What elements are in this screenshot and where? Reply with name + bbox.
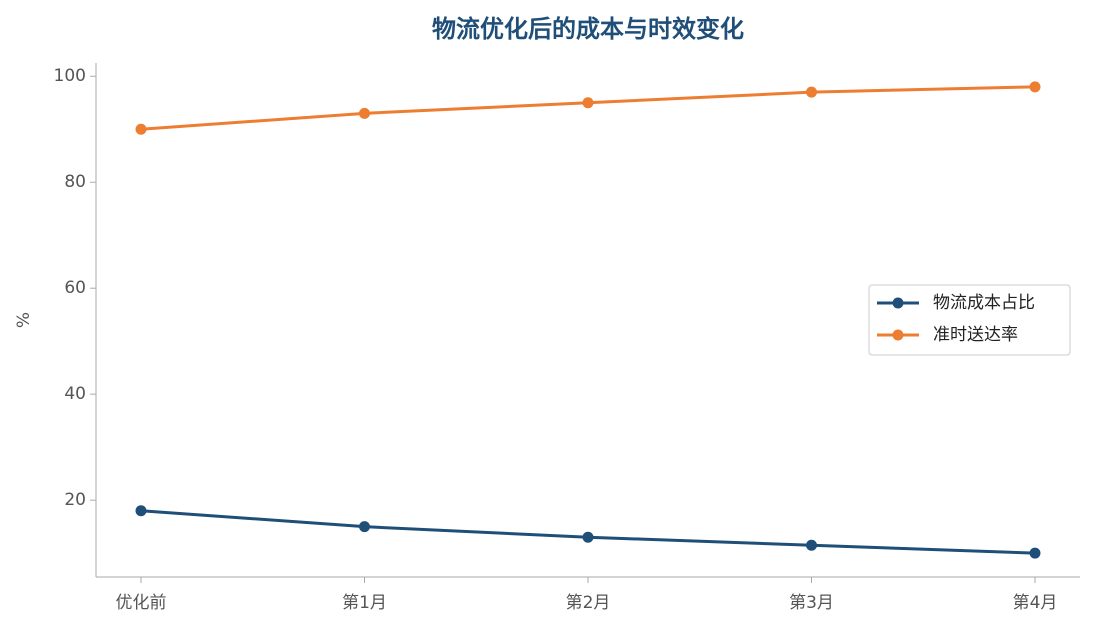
point (359, 521, 370, 533)
x-tick-label: 第2月 (566, 593, 611, 613)
legend-label: 准时送达率 (933, 325, 1018, 345)
y-tick-label: 20 (64, 490, 86, 510)
legend-label: 物流成本占比 (933, 293, 1035, 313)
point (1029, 547, 1041, 559)
x-tick-label: 第4月 (1013, 593, 1058, 613)
point (806, 86, 817, 98)
y-tick-label: 100 (54, 66, 86, 86)
point (135, 505, 147, 517)
y-axis-label: % (14, 312, 34, 328)
point (582, 531, 594, 543)
point (1029, 81, 1041, 93)
y-tick-label: 80 (64, 172, 86, 192)
y-tick-label: 60 (64, 278, 86, 298)
point (582, 97, 594, 109)
legend-marker (892, 297, 904, 309)
x-tick-label: 第1月 (342, 593, 387, 613)
point (135, 123, 147, 135)
chart-title: 物流优化后的成本与时效变化 (432, 15, 744, 43)
x-tick-label: 优化前 (116, 593, 167, 613)
point (359, 107, 370, 119)
legend-box (868, 284, 1071, 356)
y-tick-label: 40 (64, 384, 86, 404)
point (806, 539, 817, 551)
x-tick-label: 第3月 (789, 593, 834, 613)
legend-marker (892, 329, 904, 341)
